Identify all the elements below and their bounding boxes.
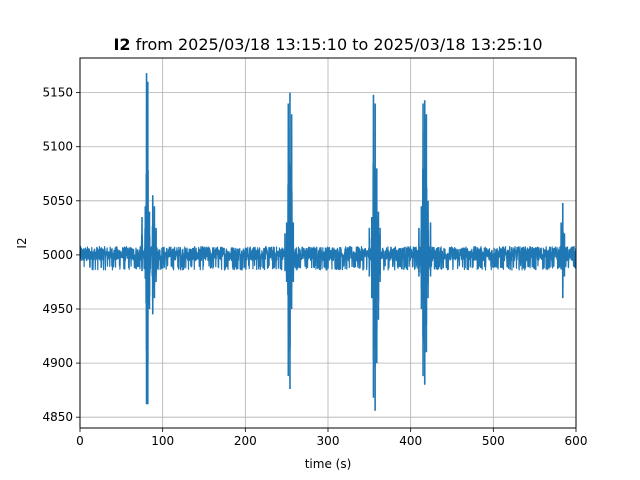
x-tick-label: 100 xyxy=(151,434,174,448)
x-tick-label: 0 xyxy=(76,434,84,448)
y-tick-label: 4850 xyxy=(42,410,73,424)
x-tick-label: 200 xyxy=(234,434,257,448)
series-layer xyxy=(79,73,577,411)
y-tick-label: 4950 xyxy=(42,302,73,316)
x-tick-label: 500 xyxy=(482,434,505,448)
x-axis-label: time (s) xyxy=(305,457,352,471)
y-axis-label: I2 xyxy=(15,237,29,248)
chart-title: I2 from 2025/03/18 13:15:10 to 2025/03/1… xyxy=(113,35,542,54)
chart-title-rest: from 2025/03/18 13:15:10 to 2025/03/18 1… xyxy=(131,35,543,54)
x-tick-label: 300 xyxy=(317,434,340,448)
y-tick-label: 5150 xyxy=(42,86,73,100)
x-tick-label: 600 xyxy=(565,434,588,448)
plot-frame xyxy=(79,57,577,429)
chart-title-bold: I2 xyxy=(113,35,130,54)
y-tick-label: 5050 xyxy=(42,194,73,208)
y-tick-label: 4900 xyxy=(42,356,73,370)
axis-ticks: 0 100 200 300 400 500 600 4850 4900 4950 5000 5050 5… xyxy=(42,86,587,448)
series-line-i2 xyxy=(79,105,577,370)
x-tick-label: 400 xyxy=(399,434,422,448)
y-tick-label: 5100 xyxy=(42,140,73,154)
y-tick-label: 5000 xyxy=(42,248,73,262)
